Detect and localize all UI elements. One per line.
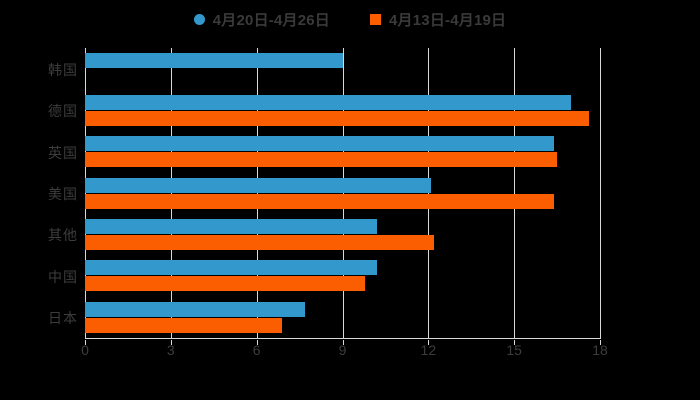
bar[interactable]: [85, 276, 366, 292]
x-axis-tick-label: 9: [338, 342, 347, 358]
y-axis-category-label: 美国: [48, 186, 78, 202]
bar[interactable]: [85, 317, 283, 333]
circle-marker-icon: [193, 13, 205, 25]
bar[interactable]: [85, 53, 343, 69]
gridline: [600, 48, 601, 338]
x-axis-tick-mark: [342, 340, 344, 345]
bar[interactable]: [85, 177, 432, 193]
y-axis-category-label: 英国: [48, 144, 78, 161]
y-axis-labels: 韩国德国英国美国其他中国日本: [0, 48, 78, 338]
square-marker-icon: [370, 13, 381, 25]
bar-group: [85, 136, 600, 168]
bar[interactable]: [85, 152, 558, 168]
x-axis-tick-label: 6: [252, 342, 261, 358]
bar[interactable]: [85, 234, 435, 250]
x-axis-tick-mark: [428, 340, 430, 345]
bar-group: [85, 94, 600, 126]
bar-group: [85, 218, 600, 250]
x-axis-tick-mark: [600, 340, 601, 345]
bar[interactable]: [85, 301, 306, 317]
gridline: [256, 48, 258, 338]
bar[interactable]: [85, 110, 589, 126]
gridline: [514, 48, 516, 338]
x-axis-tick-mark: [85, 340, 86, 345]
x-axis-line: [85, 338, 601, 339]
bar[interactable]: [85, 193, 555, 209]
legend-item-1[interactable]: 4月13日-4月19日: [370, 9, 506, 30]
x-axis-tick-label: 18: [592, 342, 608, 358]
gridline: [85, 48, 86, 338]
x-axis-tick-label: 3: [166, 342, 175, 358]
gridline: [428, 48, 430, 338]
y-axis-category-label: 其他: [48, 227, 78, 244]
bar[interactable]: [85, 136, 555, 152]
x-axis-tick-mark: [514, 340, 516, 345]
y-axis-category-label: 日本: [48, 310, 78, 327]
bar[interactable]: [85, 260, 377, 276]
bar[interactable]: [85, 94, 572, 110]
bar-group: [85, 177, 600, 209]
bar-group: [85, 53, 600, 84]
gridline: [170, 48, 172, 338]
legend-label-1: 4月13日-4月19日: [389, 11, 507, 29]
x-axis-tick-label: 12: [420, 342, 437, 358]
y-axis-category-label: 韩国: [48, 61, 78, 78]
x-axis-tick-mark: [256, 340, 258, 345]
plot-area: [85, 48, 601, 338]
bar-group: [85, 301, 600, 333]
x-axis-tick-label: 15: [506, 342, 522, 358]
bar-group: [85, 260, 600, 292]
y-axis-category-label: 中国: [48, 268, 78, 285]
x-axis-tick-mark: [170, 340, 172, 345]
legend-item-0[interactable]: 4月20日-4月26日: [193, 9, 330, 30]
gridline: [342, 48, 344, 338]
x-axis-labels: 0 3 6 9 12 15 18: [81, 340, 608, 364]
legend-label-0: 4月20日-4月26日: [212, 11, 330, 29]
bar[interactable]: [85, 218, 377, 234]
chart-legend: 4月20日-4月26日 4月13日-4月19日: [0, 6, 700, 32]
y-axis-category-label: 德国: [48, 103, 78, 120]
x-axis-tick-label: 0: [81, 342, 89, 358]
